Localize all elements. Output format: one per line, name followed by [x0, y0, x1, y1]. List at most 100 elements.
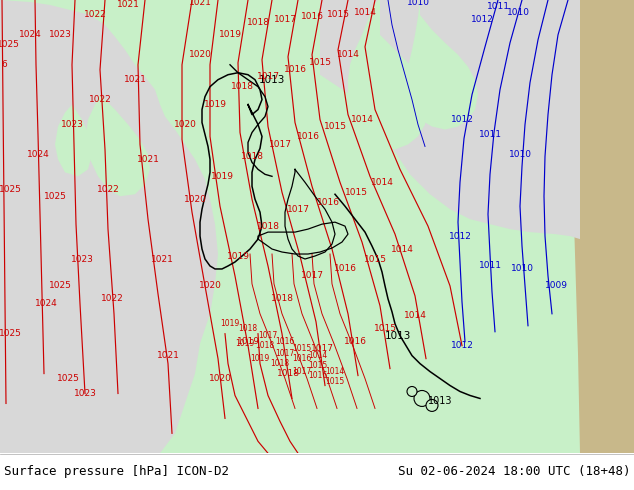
Text: 1019: 1019 — [236, 337, 259, 346]
Text: 1015: 1015 — [325, 377, 345, 386]
Text: 1023: 1023 — [49, 30, 72, 39]
Text: 1023: 1023 — [70, 254, 93, 264]
Text: 1014: 1014 — [370, 178, 394, 187]
Text: 1019: 1019 — [210, 172, 233, 181]
Text: 1015: 1015 — [292, 344, 312, 353]
Text: 1023: 1023 — [61, 120, 84, 129]
Text: 1020: 1020 — [198, 281, 221, 291]
Text: 1025: 1025 — [44, 192, 67, 201]
Text: 1010: 1010 — [508, 150, 531, 159]
Circle shape — [407, 387, 417, 396]
Text: 1018: 1018 — [271, 294, 294, 303]
Text: 1017: 1017 — [301, 271, 323, 280]
Text: 1012: 1012 — [470, 15, 493, 24]
Polygon shape — [572, 0, 634, 453]
Text: 1010: 1010 — [406, 0, 429, 7]
Text: 1012: 1012 — [451, 341, 474, 350]
Text: 1011: 1011 — [479, 130, 501, 139]
Text: 1017: 1017 — [292, 367, 312, 376]
Text: 1016: 1016 — [333, 265, 356, 273]
Text: 1021: 1021 — [188, 0, 211, 7]
Text: 1018: 1018 — [231, 82, 254, 91]
Text: 1010: 1010 — [510, 265, 533, 273]
Text: 1017: 1017 — [273, 15, 297, 24]
Polygon shape — [55, 104, 92, 176]
Text: 1011: 1011 — [479, 262, 501, 270]
Text: 1018: 1018 — [256, 341, 275, 350]
Polygon shape — [30, 15, 85, 45]
Text: 1014: 1014 — [391, 245, 413, 253]
Text: 1016: 1016 — [283, 65, 306, 74]
Text: 1016: 1016 — [301, 12, 323, 22]
Polygon shape — [320, 0, 580, 239]
Text: 1018: 1018 — [240, 152, 264, 161]
Text: 1010: 1010 — [507, 8, 529, 18]
Text: 1014: 1014 — [308, 351, 328, 360]
Text: 1021: 1021 — [124, 75, 146, 84]
Text: 1021: 1021 — [117, 0, 139, 9]
Text: 1022: 1022 — [84, 10, 107, 20]
Text: 1018: 1018 — [257, 221, 280, 231]
Text: 1013: 1013 — [385, 331, 411, 341]
Text: 1017: 1017 — [257, 72, 280, 81]
Text: Su 02-06-2024 18:00 UTC (18+48): Su 02-06-2024 18:00 UTC (18+48) — [398, 465, 630, 478]
Circle shape — [426, 399, 438, 412]
Text: 1012: 1012 — [451, 115, 474, 124]
Text: 1022: 1022 — [89, 95, 112, 104]
Text: 1017: 1017 — [269, 140, 292, 149]
Text: 1022: 1022 — [96, 185, 119, 194]
Polygon shape — [0, 0, 218, 453]
Text: 1025: 1025 — [0, 329, 22, 338]
Text: 1020: 1020 — [184, 195, 207, 204]
Text: 1023: 1023 — [74, 389, 96, 398]
Polygon shape — [348, 0, 428, 149]
Text: 1011: 1011 — [486, 2, 510, 11]
Text: 1014: 1014 — [337, 50, 359, 59]
Text: 1015: 1015 — [344, 188, 368, 197]
Text: 1025: 1025 — [49, 281, 72, 291]
Text: 1020: 1020 — [209, 374, 231, 383]
Text: 1017: 1017 — [287, 205, 309, 214]
Polygon shape — [405, 0, 478, 129]
Text: 1012: 1012 — [449, 232, 472, 241]
Text: 1013: 1013 — [259, 74, 285, 85]
Text: 1016: 1016 — [292, 354, 312, 363]
Text: 1019: 1019 — [250, 354, 269, 363]
Text: 1024: 1024 — [27, 150, 49, 159]
Text: 1019: 1019 — [221, 319, 240, 328]
Text: 1016: 1016 — [316, 198, 339, 207]
Text: 1021: 1021 — [150, 254, 174, 264]
Text: 1024: 1024 — [35, 299, 57, 308]
Text: 1014: 1014 — [351, 115, 373, 124]
Text: 1016: 1016 — [308, 371, 328, 380]
Text: 1025: 1025 — [56, 374, 79, 383]
Text: 1015: 1015 — [309, 58, 332, 67]
Text: 1021: 1021 — [136, 155, 159, 164]
Text: 1017: 1017 — [275, 349, 295, 358]
Text: 1015: 1015 — [363, 254, 387, 264]
Text: 1025: 1025 — [0, 185, 22, 194]
Text: 1015: 1015 — [323, 122, 347, 131]
Text: 1018: 1018 — [271, 359, 290, 368]
Text: 1009: 1009 — [545, 281, 567, 291]
Text: 1017: 1017 — [311, 344, 333, 353]
Text: 1017: 1017 — [259, 331, 278, 340]
Text: 1019: 1019 — [219, 30, 242, 39]
Text: 1020: 1020 — [174, 120, 197, 129]
Text: 1014: 1014 — [404, 311, 427, 320]
Text: 1021: 1021 — [157, 351, 179, 360]
Text: 1018: 1018 — [238, 324, 257, 333]
Text: 1015: 1015 — [308, 361, 328, 370]
Text: 1014: 1014 — [325, 367, 345, 376]
Text: 1015: 1015 — [327, 10, 349, 20]
Polygon shape — [242, 47, 272, 117]
Text: 1019: 1019 — [235, 339, 255, 348]
Text: 1018: 1018 — [247, 19, 269, 27]
Text: 1022: 1022 — [101, 294, 124, 303]
Text: 1013: 1013 — [428, 396, 452, 406]
Text: 1016: 1016 — [275, 337, 295, 346]
Polygon shape — [85, 95, 150, 196]
Text: 1015: 1015 — [373, 324, 396, 333]
Text: 1025: 1025 — [0, 40, 20, 49]
Text: 1020: 1020 — [188, 50, 211, 59]
